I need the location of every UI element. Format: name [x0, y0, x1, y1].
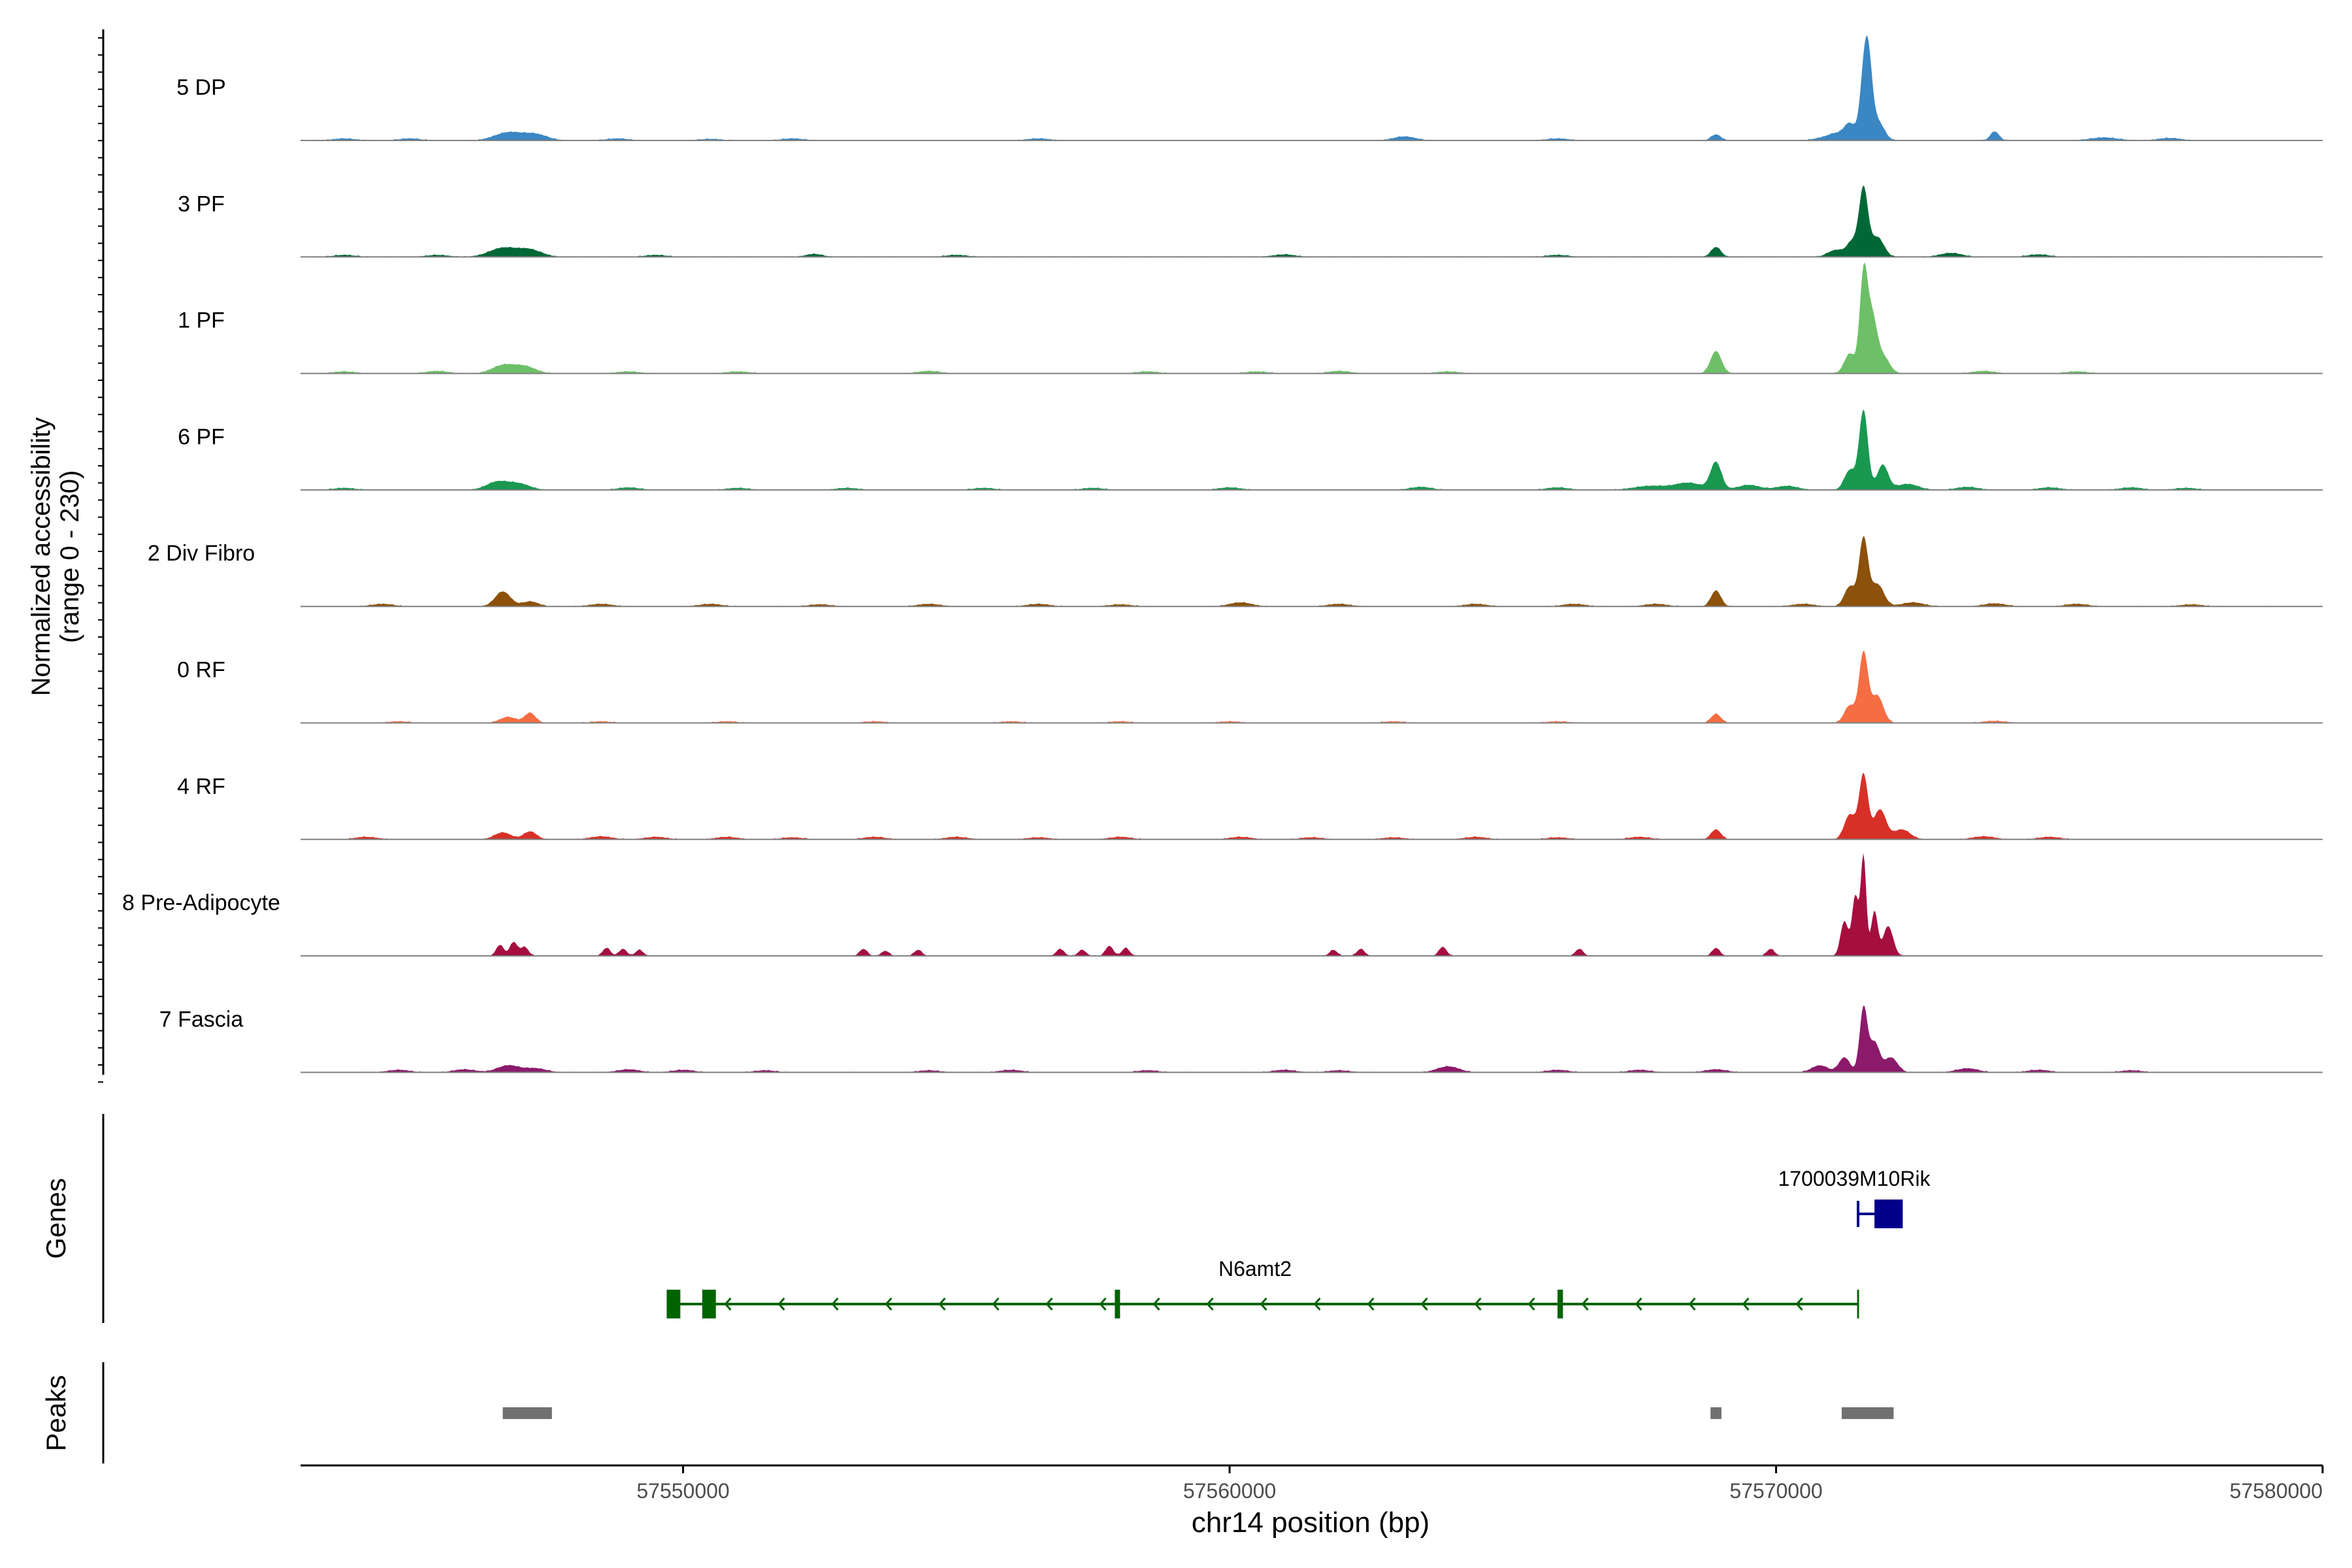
- strand-arrow: [938, 1298, 946, 1311]
- strand-arrow: [1045, 1298, 1053, 1311]
- track-label: 3 PF: [178, 191, 225, 216]
- track-2-div-fibro: 2 Div Fibro: [148, 536, 2323, 608]
- gene-exon: [702, 1290, 716, 1318]
- y-axis-title-line2: (range 0 - 230): [56, 470, 84, 644]
- coverage-area: [301, 650, 2323, 723]
- coverage-area: [301, 409, 2323, 490]
- peaks-track: [102, 1362, 1894, 1463]
- coverage-area: [301, 853, 2323, 956]
- gene-exon: [1874, 1200, 1902, 1228]
- peak-region: [1710, 1407, 1722, 1419]
- gene-name-label: N6amt2: [1218, 1257, 1292, 1281]
- track-label: 5 DP: [176, 75, 226, 100]
- y-axis-title-line1: Normalized accessibility: [27, 417, 56, 696]
- track-label: 2 Div Fibro: [148, 541, 255, 566]
- gene-exon: [1115, 1290, 1120, 1318]
- track-label: 1 PF: [178, 308, 225, 333]
- coverage-area: [301, 185, 2323, 257]
- track-0-rf: 0 RF: [177, 650, 2323, 724]
- strand-arrow: [1474, 1298, 1482, 1311]
- track-label: 7 Fascia: [159, 1007, 244, 1032]
- track-label: 0 RF: [177, 658, 225, 683]
- strand-arrow: [724, 1298, 732, 1311]
- track-5-dp: 5 DP: [176, 35, 2323, 141]
- strand-arrow: [1206, 1298, 1214, 1311]
- strand-arrow: [1635, 1298, 1642, 1311]
- strand-arrow: [1420, 1298, 1428, 1311]
- strand-arrow: [1742, 1298, 1750, 1311]
- coverage-area: [301, 262, 2323, 374]
- coverage-area: [301, 536, 2323, 607]
- track-1-pf: 1 PF: [178, 262, 2323, 374]
- gene-name-label: 1700039M10Rik: [1778, 1167, 1931, 1190]
- strand-arrow: [1527, 1298, 1535, 1311]
- x-tick-label: 57570000: [1729, 1479, 1822, 1503]
- genes-track-label: Genes: [41, 1178, 71, 1259]
- coverage-area: [301, 35, 2323, 140]
- y-axis: [98, 29, 105, 1083]
- x-axis: 57550000 57560000 57570000 57580000: [301, 1464, 2324, 1503]
- gene-1700039m10rik: 1700039M10Rik: [1778, 1167, 1931, 1228]
- strand-arrow: [1367, 1298, 1375, 1311]
- strand-arrow: [1152, 1298, 1160, 1311]
- gene-n6amt2: N6amt2: [666, 1257, 1859, 1318]
- strand-arrow: [831, 1298, 839, 1311]
- peaks-track-label: Peaks: [41, 1375, 71, 1452]
- strand-arrow: [777, 1298, 785, 1311]
- track-label: 4 RF: [177, 774, 225, 799]
- track-3-pf: 3 PF: [178, 185, 2323, 258]
- strand-arrow: [1313, 1298, 1321, 1311]
- coverage-tracks: 5 DP 3 PF 1 PF 6 PF 2 Div Fibro 0 RF 4 RF 8 Pre…: [122, 35, 2323, 1073]
- x-tick-label: 57580000: [2230, 1479, 2323, 1503]
- strand-arrow: [1260, 1298, 1267, 1311]
- peak-region: [502, 1407, 552, 1419]
- strand-arrow: [992, 1298, 1000, 1311]
- strand-arrow: [1581, 1298, 1589, 1311]
- gene-annotation-track: 1700039M10Rik N6amt2: [102, 1114, 1931, 1323]
- x-axis-title: chr14 position (bp): [1192, 1507, 1429, 1539]
- track-4-rf: 4 RF: [177, 772, 2323, 840]
- peak-region: [1841, 1407, 1894, 1419]
- gene-exon: [1557, 1290, 1563, 1318]
- strand-arrow: [1099, 1298, 1107, 1311]
- coverage-area: [301, 1005, 2323, 1073]
- track-6-pf: 6 PF: [178, 409, 2323, 491]
- strand-arrow: [1688, 1298, 1696, 1311]
- x-tick-label: 57560000: [1183, 1479, 1276, 1503]
- gene-exon: [666, 1290, 681, 1318]
- track-7-fascia: 7 Fascia: [159, 1005, 2323, 1073]
- x-tick-label: 57550000: [636, 1479, 729, 1503]
- strand-arrow: [885, 1298, 892, 1311]
- track-8-pre-adipocyte: 8 Pre-Adipocyte: [122, 853, 2323, 957]
- track-label: 8 Pre-Adipocyte: [122, 890, 280, 915]
- track-label: 6 PF: [178, 425, 225, 449]
- strand-arrow: [1795, 1298, 1803, 1311]
- coverage-area: [301, 772, 2323, 840]
